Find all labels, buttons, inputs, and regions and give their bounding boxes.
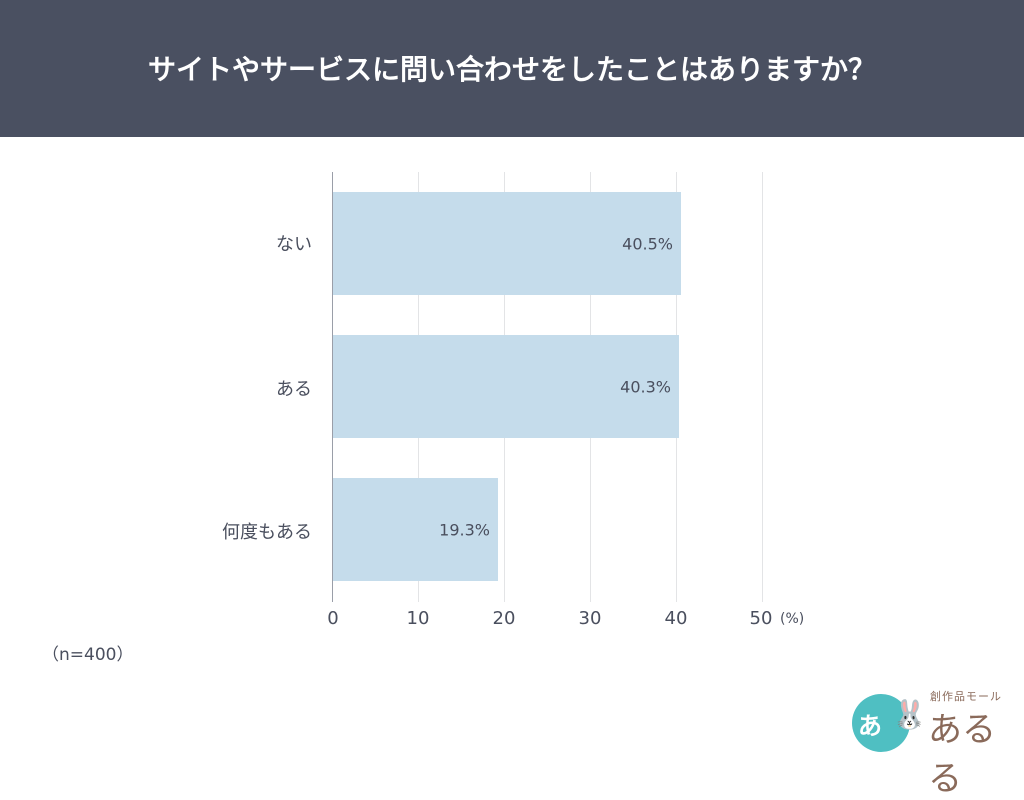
- category-label: 何度もある: [222, 522, 312, 543]
- bar-value-label: 40.3%: [620, 377, 671, 396]
- chart-title: サイトやサービスに問い合わせをしたことはありますか？: [147, 53, 876, 86]
- x-tick-label: 50: [749, 608, 773, 629]
- logo-subtitle: 創作品モール: [930, 690, 1002, 703]
- bar-aru: 40.3%: [333, 335, 679, 438]
- plot-area: 40.5% 40.3% 19.3%: [332, 172, 763, 602]
- x-tick-label: 40: [664, 608, 688, 629]
- x-tick-label: 30: [578, 608, 602, 629]
- gridline-50: [762, 172, 763, 602]
- bar-value-label: 19.3%: [439, 520, 490, 539]
- header-banner: サイトやサービスに問い合わせをしたことはありますか？: [0, 0, 1024, 137]
- logo-circle-icon: [852, 694, 910, 752]
- rabbit-icon: 🐰: [892, 698, 927, 731]
- x-tick-label: 20: [492, 608, 516, 629]
- x-tick-label: 0: [327, 608, 339, 629]
- x-tick-label: 10: [406, 608, 430, 629]
- logo-badge: あ: [858, 712, 882, 740]
- bar-nai: 40.5%: [333, 192, 681, 295]
- logo-name: あるる: [928, 710, 996, 799]
- bar-nandomo-aru: 19.3%: [333, 478, 498, 581]
- bar-value-label: 40.5%: [622, 234, 673, 253]
- y-axis-line: [332, 172, 333, 602]
- aruru-logo: あ 🐰 創作品モール あるる: [852, 688, 1012, 799]
- category-label: ある: [276, 379, 312, 400]
- x-axis-unit: (%): [780, 611, 805, 627]
- category-label: ない: [276, 234, 312, 255]
- sample-size-note: （n=400）: [42, 645, 134, 665]
